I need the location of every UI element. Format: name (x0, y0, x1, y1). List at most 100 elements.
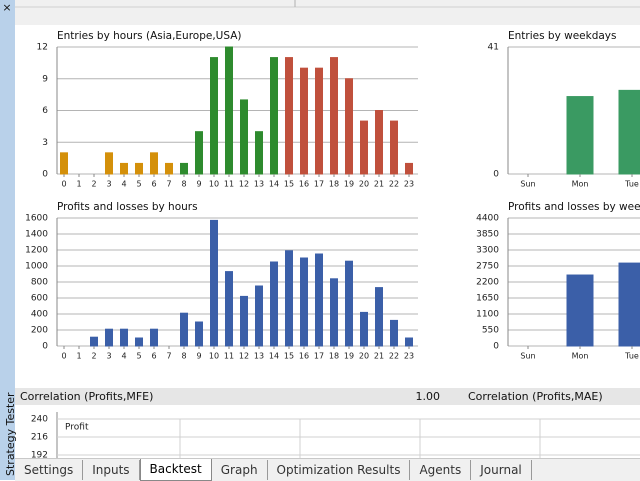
profit-label: Profit (65, 423, 89, 433)
x-tick-label: 9 (196, 180, 201, 189)
x-tick-label: 21 (374, 352, 384, 361)
x-tick-label: 21 (374, 180, 384, 189)
y-tick-label: 2750 (476, 262, 499, 272)
bar (300, 67, 308, 175)
bar (330, 57, 338, 175)
bar (345, 260, 353, 347)
x-tick-label: 10 (209, 180, 219, 189)
bar (330, 278, 338, 347)
x-tick-label: Mon (572, 352, 589, 361)
bar (120, 162, 128, 175)
bar (195, 321, 203, 347)
bar (405, 337, 413, 347)
bar (135, 337, 143, 347)
x-tick-label: 10 (209, 352, 219, 361)
bar (210, 219, 218, 347)
bar (135, 162, 143, 175)
x-tick-label: 17 (314, 352, 324, 361)
bar (618, 89, 640, 175)
tab[interactable]: Journal (471, 460, 532, 480)
close-button[interactable]: × (2, 1, 11, 14)
x-tick-label: Sun (520, 180, 535, 189)
chart-title: Profits and losses by hours (57, 201, 198, 213)
side-bar (0, 0, 15, 480)
x-tick-label: 4 (121, 180, 126, 189)
x-tick-label: 23 (404, 352, 414, 361)
bar (390, 319, 398, 347)
y-tick-label: 41 (488, 43, 499, 53)
x-tick-label: Mon (572, 180, 589, 189)
x-tick-label: 22 (389, 352, 399, 361)
y-tick-label: 800 (31, 278, 48, 288)
y-tick-label: 200 (31, 326, 48, 336)
y-tick-label: 4400 (476, 214, 499, 224)
x-tick-label: 0 (61, 180, 66, 189)
bar (120, 328, 128, 347)
bar (315, 67, 323, 175)
x-tick-label: 4 (121, 352, 126, 361)
bar (285, 57, 293, 175)
bar (240, 295, 248, 347)
side-title: Strategy Tester (4, 392, 17, 476)
bar (225, 271, 233, 347)
tab[interactable]: Inputs (83, 460, 140, 480)
y-tick-label: 0 (493, 170, 499, 180)
x-tick-label: 8 (181, 180, 186, 189)
tab[interactable]: Backtest (139, 459, 212, 481)
tab[interactable]: Settings (15, 460, 84, 480)
x-tick-label: 3 (106, 180, 111, 189)
y-tick-label: 0 (42, 342, 48, 352)
x-tick-label: Sun (520, 352, 535, 361)
x-tick-label: 17 (314, 180, 324, 189)
y-tick-label: 216 (31, 433, 48, 443)
y-tick-label: 1400 (25, 230, 48, 240)
y-tick-label: 1100 (476, 310, 499, 320)
y-tick-label: 1650 (476, 294, 499, 304)
x-tick-label: 16 (299, 352, 309, 361)
bar (375, 110, 383, 175)
tab[interactable]: Graph (212, 460, 268, 480)
chart-title: Profits and losses by weekdays (508, 201, 640, 213)
x-tick-label: 15 (284, 180, 294, 189)
x-tick-label: 13 (254, 352, 264, 361)
x-tick-label: 2 (91, 180, 96, 189)
y-tick-label: 192 (31, 451, 48, 461)
bar (390, 120, 398, 175)
x-tick-label: 18 (329, 180, 339, 189)
y-tick-label: 0 (493, 342, 499, 352)
x-tick-label: 2 (91, 352, 96, 361)
correlation-mae-label: Correlation (Profits,MAE) (468, 390, 603, 403)
bar (105, 152, 113, 175)
bar (405, 162, 413, 175)
x-tick-label: 18 (329, 352, 339, 361)
x-tick-label: 11 (224, 180, 234, 189)
bar (618, 262, 640, 347)
bar (180, 162, 188, 175)
y-tick-label: 1200 (25, 246, 48, 256)
bar (566, 96, 594, 175)
tab[interactable]: Optimization Results (268, 460, 411, 480)
x-tick-label: 15 (284, 352, 294, 361)
bar (240, 99, 248, 175)
bar (165, 162, 173, 175)
bar (210, 57, 218, 175)
x-tick-label: 5 (136, 180, 141, 189)
correlation-mfe-label: Correlation (Profits,MFE) (20, 390, 153, 403)
x-tick-label: 0 (61, 352, 66, 361)
x-tick-label: 12 (239, 352, 249, 361)
x-tick-label: 19 (344, 352, 354, 361)
x-tick-label: 13 (254, 180, 264, 189)
bar (150, 152, 158, 175)
x-tick-label: 22 (389, 180, 399, 189)
tab[interactable]: Agents (410, 460, 472, 480)
bar (315, 253, 323, 347)
y-tick-label: 6 (42, 106, 48, 116)
x-tick-label: 19 (344, 180, 354, 189)
x-tick-label: 8 (181, 352, 186, 361)
y-tick-label: 2200 (476, 278, 499, 288)
bar (360, 120, 368, 175)
x-tick-label: 20 (359, 180, 369, 189)
top-strip (15, 0, 640, 25)
bar (255, 285, 263, 347)
